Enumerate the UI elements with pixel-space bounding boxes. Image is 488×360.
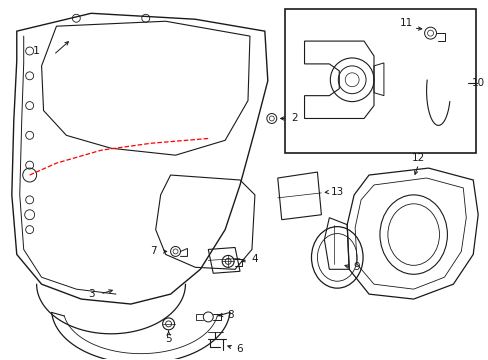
- Text: 12: 12: [411, 153, 425, 163]
- Text: 9: 9: [353, 262, 360, 272]
- Text: 7: 7: [150, 247, 157, 256]
- Text: 8: 8: [226, 310, 233, 320]
- Text: 6: 6: [236, 344, 243, 354]
- Text: 11: 11: [399, 18, 412, 28]
- Text: 2: 2: [291, 113, 297, 123]
- Text: 1: 1: [33, 46, 40, 56]
- Text: 10: 10: [470, 78, 484, 88]
- Text: 3: 3: [88, 289, 94, 299]
- Text: 13: 13: [330, 187, 343, 197]
- Bar: [284, 9, 475, 153]
- Text: 5: 5: [165, 334, 172, 344]
- Text: 4: 4: [251, 255, 258, 264]
